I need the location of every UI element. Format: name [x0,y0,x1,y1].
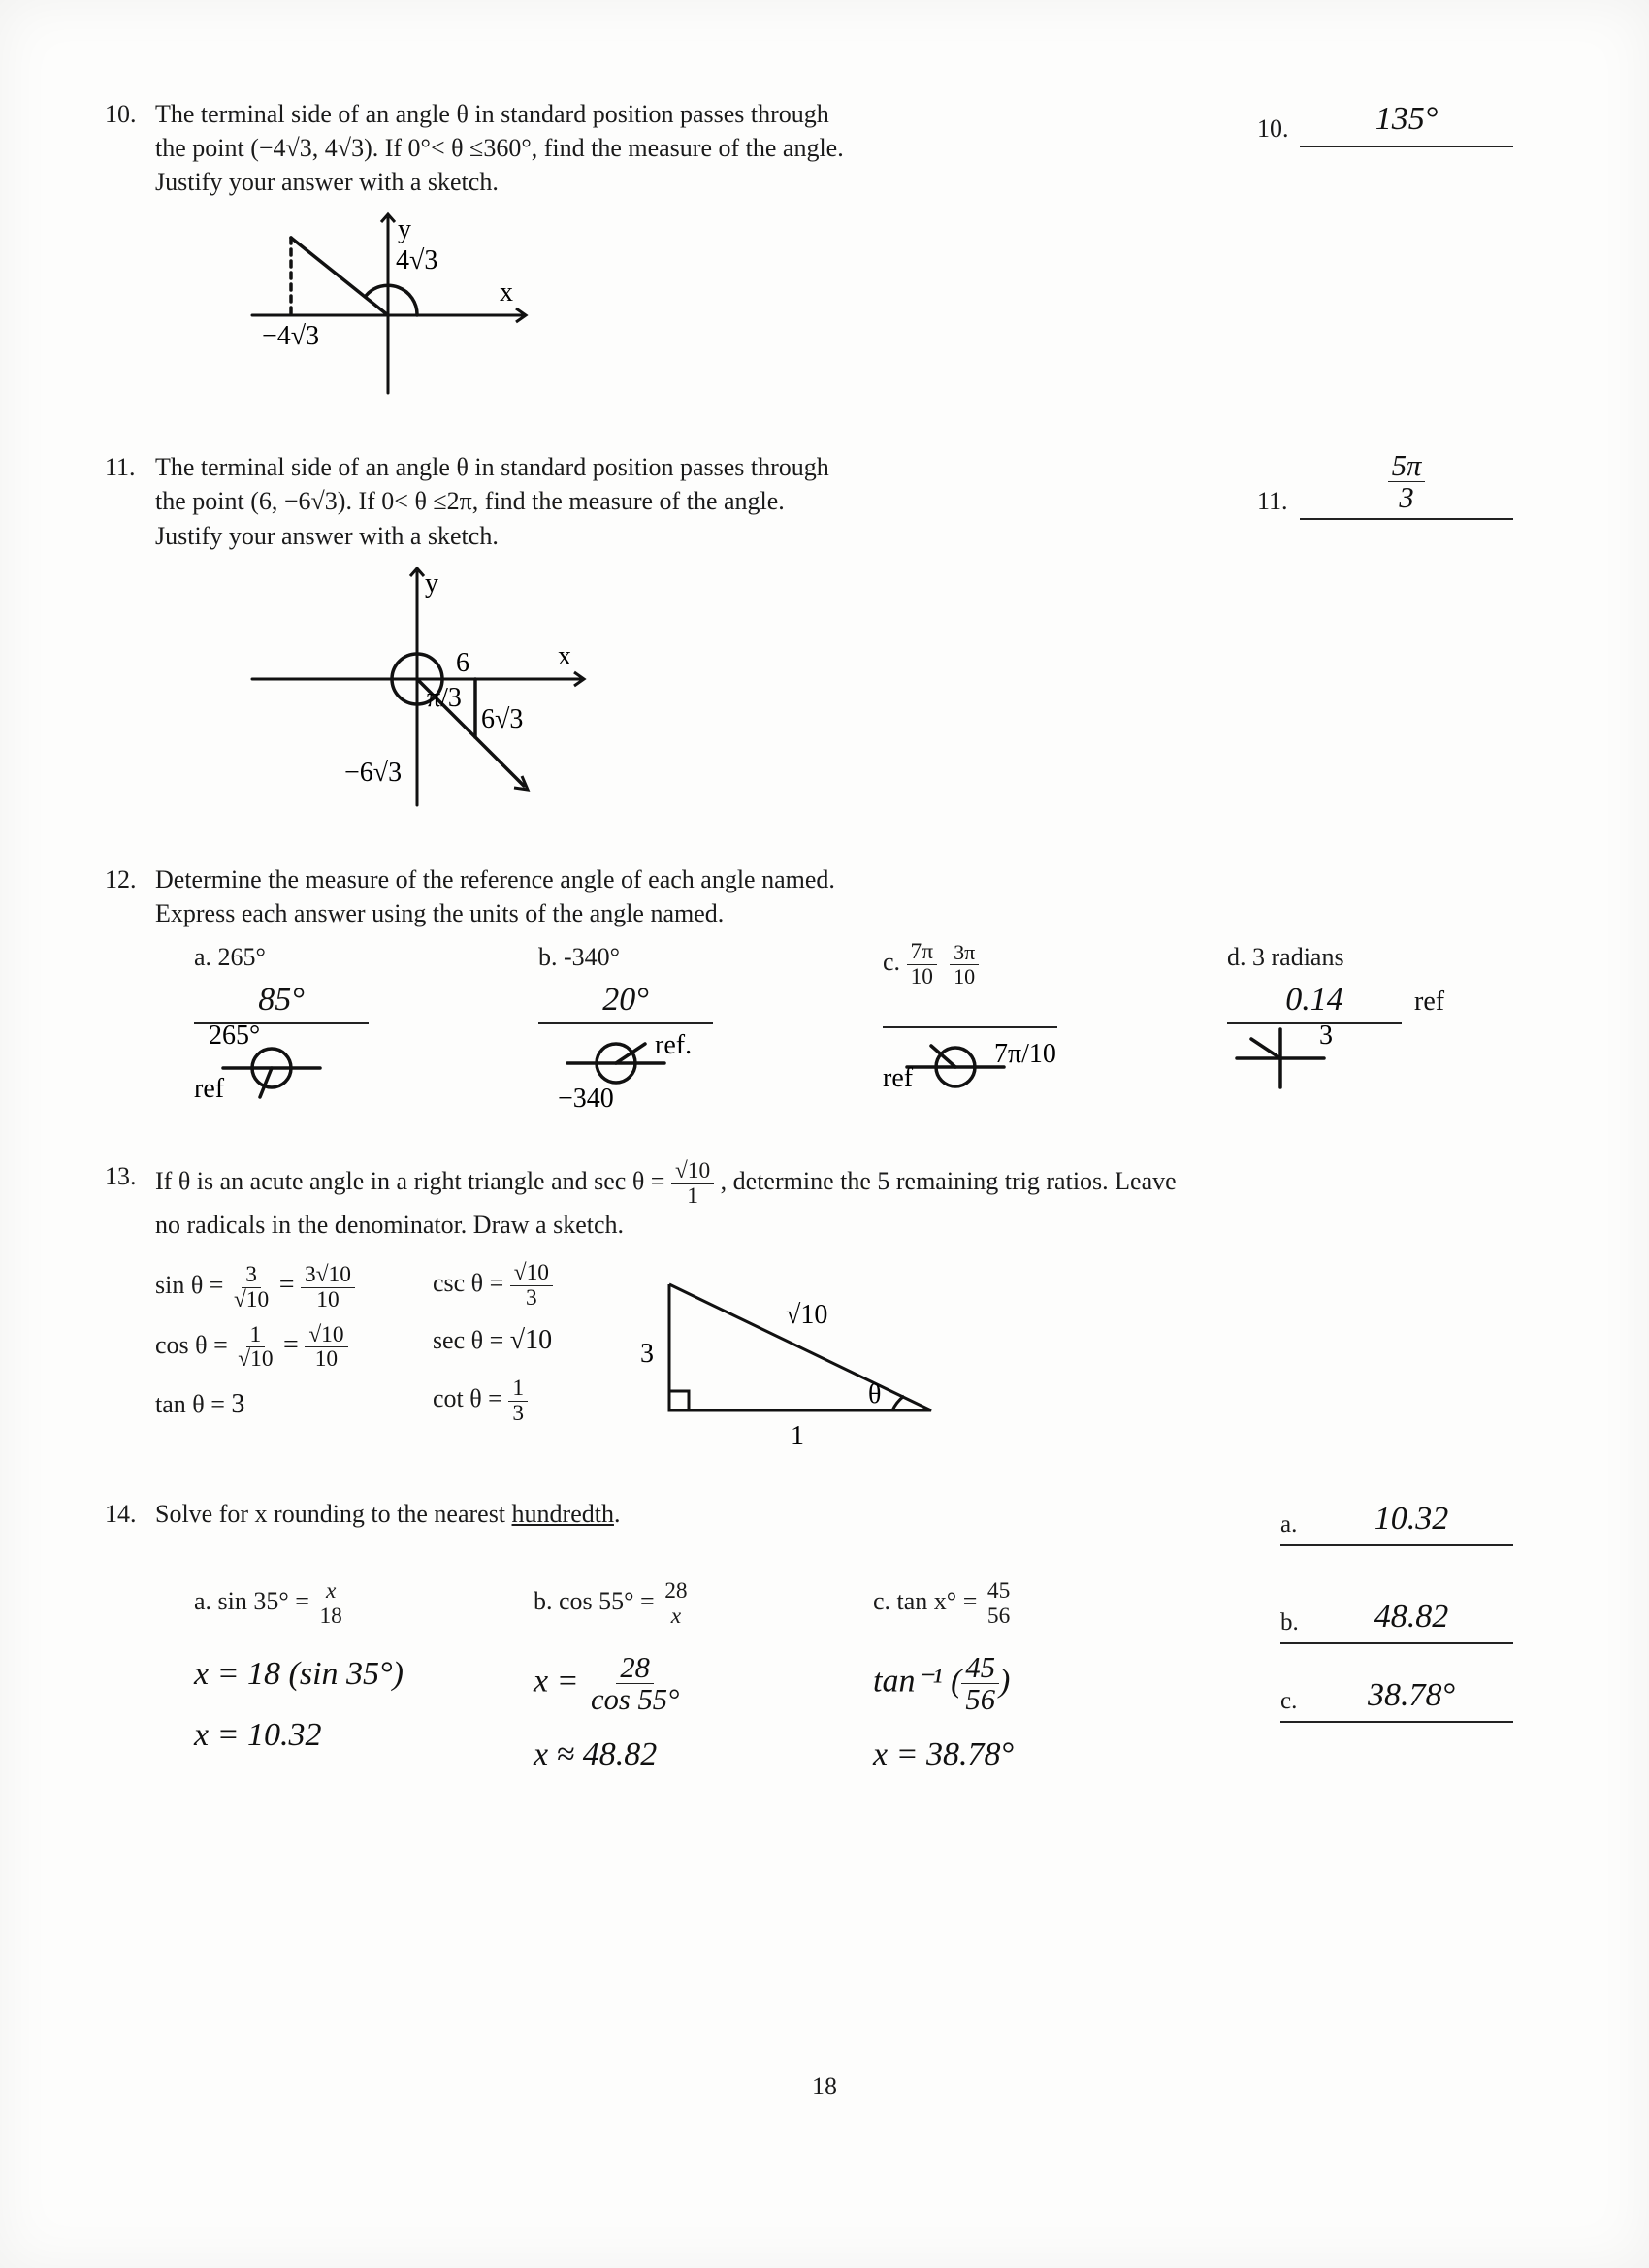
q11-line3: Justify your answer with a sketch. [155,522,499,550]
q11-answer: 5π3 [1388,462,1426,498]
q10-number: 10. [105,97,137,131]
q14-ans-c: c. 38.78° [1280,1673,1513,1723]
q12-text: Determine the measure of the reference a… [155,862,1513,930]
q13-text: If θ is an acute angle in a right triang… [155,1159,1513,1242]
q13-col2: csc θ = √103 sec θ = √10 cot θ = 13 [433,1255,553,1426]
q12-parts: a. 265° 85° 265° ref b. -340° 20° [194,940,1513,1120]
q11-sketch: y x 6 6√3 −6√3 π/3 [233,563,1513,824]
worksheet-page: 10. The terminal side of an angle θ in s… [0,0,1649,2268]
q11-py: 6√3 [481,704,523,734]
q11-text: The terminal side of an angle θ in stand… [155,450,1028,552]
q12-line2: Express each answer using the units of t… [155,899,724,927]
q12a-answer: 85° [194,978,369,1024]
q11-line2: the point (6, −6√3). If 0< θ ≤2π, find t… [155,487,785,515]
svg-text:265°: 265° [209,1021,260,1051]
q11-answer-blank: 11. 5π3 [1300,450,1513,519]
q12c: c. 7π10 3π10 ref 7π/10 [883,940,1169,1120]
q11-line1: The terminal side of an angle θ in stand… [155,453,829,481]
q10-sketch: y x 4√3 −4√3 [233,209,1513,411]
q10-x-label: x [500,277,513,308]
question-10: 10. The terminal side of an angle θ in s… [155,97,1513,411]
svg-text:3: 3 [640,1339,654,1369]
question-13: 13. If θ is an acute angle in a right tr… [155,1159,1513,1458]
q13-work: sin θ = 3√10 = 3√1010 cos θ = 1√10 = √10… [155,1255,1513,1458]
q11-y-label: y [425,568,438,599]
svg-text:ref.: ref. [655,1030,692,1060]
question-12: 12. Determine the measure of the referen… [155,862,1513,1120]
q12-line1: Determine the measure of the reference a… [155,865,835,893]
q12a-sketch: 265° ref [194,1024,340,1112]
question-11: 11. The terminal side of an angle θ in s… [155,450,1513,823]
q11-px: 6 [456,648,469,678]
q11-x-label: x [558,641,571,671]
q12d: d. 3 radians 0.14 ref 3 [1227,940,1513,1120]
q11-neg: −6√3 [344,758,402,788]
svg-text:−340: −340 [558,1084,614,1114]
page-number: 18 [812,2069,837,2103]
q11-answer-label: 11. [1257,484,1288,518]
q10-answer-blank: 10. 135° [1300,97,1513,147]
q12b-sketch: ref. −340 [538,1024,694,1112]
q10-answer: 135° [1375,101,1439,137]
q10-y-label: y [398,214,411,244]
q14-ans-a: a. 10.32 [1280,1497,1513,1546]
q12a: a. 265° 85° 265° ref [194,940,480,1120]
q12d-answer: 0.14 [1227,978,1402,1024]
q14-number: 14. [105,1497,137,1531]
q12-number: 12. [105,862,137,896]
q13-triangle: √10 3 1 θ [630,1255,960,1458]
q12c-sketch: ref 7π/10 [883,1028,1048,1106]
q13-number: 13. [105,1159,137,1193]
svg-text:3: 3 [1319,1021,1333,1051]
q12d-sketch: 3 [1227,1024,1343,1092]
q14c: c. tan x° = 4556 tan⁻¹ (4556) x = 38.78° [873,1579,1174,1776]
q10-line1: The terminal side of an angle θ in stand… [155,100,829,128]
svg-text:θ: θ [868,1379,881,1409]
q10-xval: −4√3 [262,321,319,351]
svg-text:√10: √10 [786,1300,827,1330]
q10-answer-label: 10. [1257,112,1289,146]
q14-ans-b: b. 48.82 [1280,1595,1513,1644]
q14b: b. cos 55° = 28x x = 28cos 55° x ≈ 48.82 [534,1579,834,1776]
q10-text: The terminal side of an angle θ in stand… [155,97,1028,199]
q10-line2: the point (−4√3, 4√3). If 0°< θ ≤360°, f… [155,134,844,162]
q13-col1: sin θ = 3√10 = 3√1010 cos θ = 1√10 = √10… [155,1255,355,1435]
q12b: b. -340° 20° ref. −340 [538,940,824,1120]
q11-ang: π/3 [427,683,462,713]
q10-line3: Justify your answer with a sketch. [155,168,499,196]
svg-text:ref: ref [194,1074,225,1104]
q11-number: 11. [105,450,136,484]
q14a: a. sin 35° = x18 x = 18 (sin 35°) x = 10… [194,1579,495,1776]
svg-text:1: 1 [791,1421,804,1451]
question-14: 14. Solve for x rounding to the nearest … [155,1497,1513,1776]
q10-yval: 4√3 [396,245,437,275]
q14-answers: a. 10.32 b. 48.82 c. 38.78° [1280,1497,1513,1748]
svg-text:ref: ref [883,1063,914,1093]
svg-text:7π/10: 7π/10 [994,1039,1056,1069]
q12b-answer: 20° [538,978,713,1024]
q12c-answer [883,992,1057,1028]
